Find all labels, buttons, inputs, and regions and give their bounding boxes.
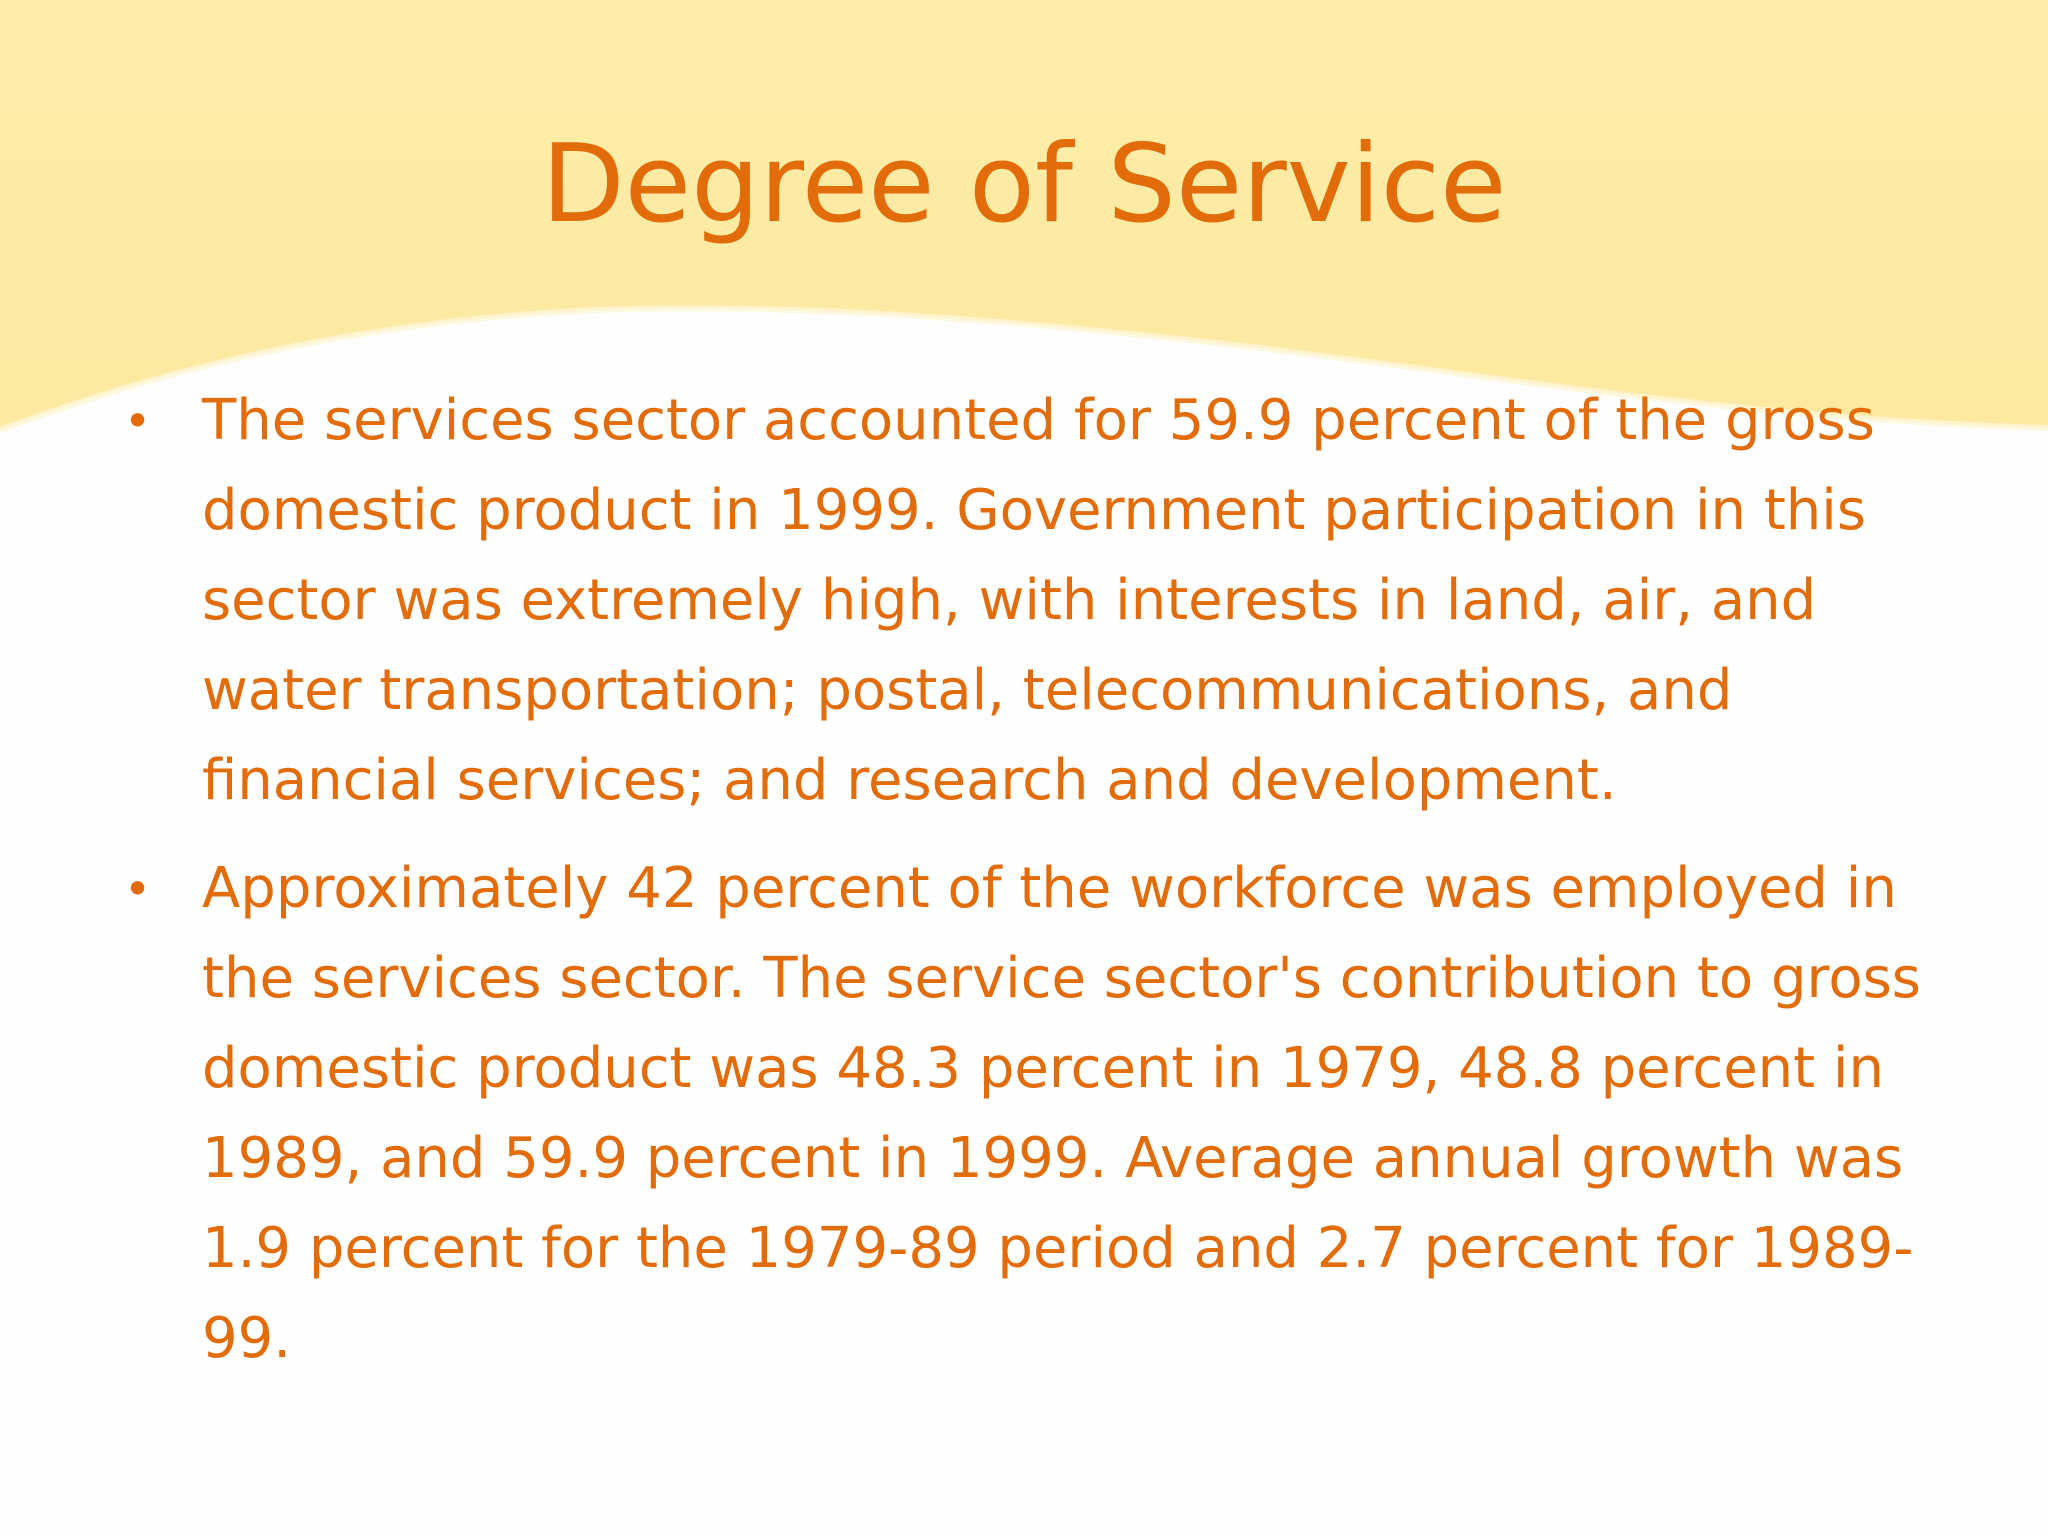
bullet-text: Approximately 42 percent of the workforc… [202,856,1921,1371]
bullet-list: • The services sector accounted for 59.9… [120,376,1980,1402]
bullet-item: • The services sector accounted for 59.9… [120,376,1980,826]
bullet-text: The services sector accounted for 59.9 p… [202,388,1875,813]
bullet-item: • Approximately 42 percent of the workfo… [120,844,1980,1384]
bullet-icon: • [124,862,152,916]
slide-title: Degree of Service [541,122,1507,247]
bullet-icon: • [124,394,152,448]
header-band [0,0,2048,433]
